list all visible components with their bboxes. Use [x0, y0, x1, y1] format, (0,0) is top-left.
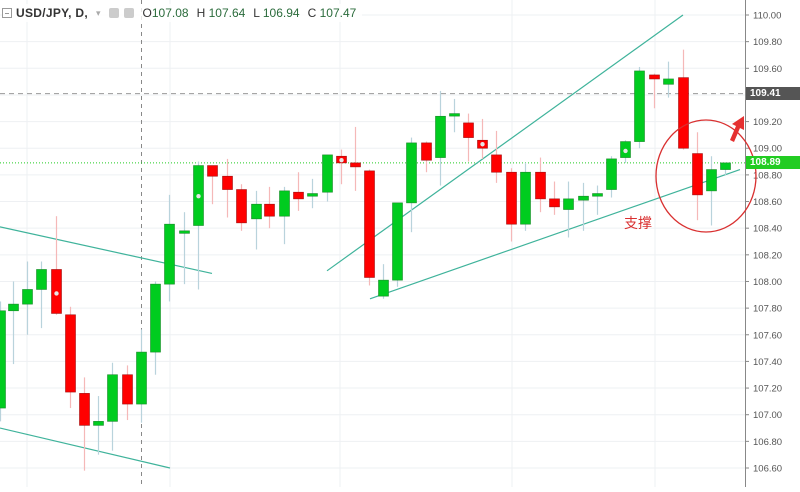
y-axis-tick-label: 109.00 [753, 144, 782, 155]
candle-up[interactable] [378, 279, 389, 297]
up-arrow-icon[interactable] [730, 116, 744, 142]
gear-icon[interactable] [123, 8, 134, 18]
y-axis-tick-label: 106.60 [753, 464, 782, 475]
ohlc-high: H 107.64 [196, 6, 246, 20]
collapse-legend-icon[interactable] [2, 8, 12, 18]
candle-up[interactable] [563, 198, 574, 210]
y-axis-tick-label: 108.00 [753, 277, 782, 288]
candle-down[interactable] [491, 154, 502, 173]
y-axis-tick-label: 108.80 [753, 170, 782, 181]
y-axis-tick-label: 106.80 [753, 437, 782, 448]
candle-down[interactable] [79, 393, 90, 426]
y-axis-tick-label: 107.40 [753, 357, 782, 368]
candle-up[interactable] [251, 203, 262, 220]
support-circle-annotation[interactable] [655, 119, 757, 233]
event-marker-dot [623, 148, 628, 154]
candle-up[interactable] [449, 113, 460, 117]
candle-down[interactable] [463, 122, 474, 138]
candle-down[interactable] [506, 171, 517, 225]
candle-up[interactable] [0, 310, 6, 409]
candle-down[interactable] [122, 374, 133, 405]
support-annotation-text: 支撑 [624, 215, 652, 231]
candle-up[interactable] [720, 162, 731, 170]
candle-up[interactable] [435, 115, 446, 158]
event-marker-dot [196, 194, 201, 199]
candle-up[interactable] [107, 374, 118, 422]
y-axis-tick-label: 107.20 [753, 384, 782, 395]
event-marker-dot [480, 142, 485, 147]
ohlc-open: O107.08 [142, 6, 189, 20]
chart-legend: USD/JPY, D, ▾ O107.08 H 107.64 L 106.94 … [2, 4, 363, 22]
y-axis-tick-label: 107.60 [753, 330, 782, 341]
candle-down[interactable] [350, 162, 361, 168]
dashed-level-price-label: 109.41 [746, 87, 800, 101]
trend-line-upper-channel-1[interactable] [0, 226, 213, 275]
y-axis-tick-label: 110.00 [753, 11, 781, 22]
y-axis-tick-label: 107.80 [753, 304, 782, 315]
candle-down[interactable] [364, 170, 375, 278]
candle-down[interactable] [678, 77, 689, 149]
y-axis-tick-label: 109.20 [753, 117, 782, 128]
candle-up[interactable] [578, 195, 589, 201]
y-axis-tick-label: 107.00 [753, 410, 782, 421]
candle-down[interactable] [421, 142, 432, 161]
candle-down[interactable] [236, 189, 247, 224]
candle-up[interactable] [179, 230, 190, 234]
candle-up[interactable] [663, 78, 674, 85]
y-axis-tick-label: 108.60 [753, 197, 782, 208]
current-price-label: 108.89 [746, 156, 800, 170]
candle-up[interactable] [136, 351, 147, 405]
candle-up[interactable] [93, 421, 104, 426]
candle-up[interactable] [22, 289, 33, 305]
candle-up[interactable] [279, 190, 290, 217]
ohlc-close: C 107.47 [307, 6, 357, 20]
candle-up[interactable] [8, 303, 19, 312]
event-marker-dot [54, 291, 59, 296]
candle-up[interactable] [307, 193, 318, 197]
candle-down[interactable] [65, 314, 76, 393]
candle-down[interactable] [549, 198, 560, 208]
candle-up[interactable] [392, 202, 403, 281]
candle-up[interactable] [520, 171, 531, 225]
candle-up[interactable] [406, 142, 417, 204]
candle-up[interactable] [150, 283, 161, 353]
candle-up[interactable] [592, 193, 603, 197]
y-axis-tick-label: 109.60 [753, 64, 782, 75]
settings-icon[interactable] [108, 8, 119, 18]
candle-down[interactable] [293, 191, 304, 200]
trend-line-upper-channel-2[interactable] [326, 14, 684, 272]
candle-down[interactable] [535, 171, 546, 200]
candle-up[interactable] [164, 223, 175, 285]
y-axis-tick-label: 109.80 [753, 37, 782, 48]
candle-up[interactable] [322, 154, 333, 193]
candle-up[interactable] [706, 169, 717, 192]
event-marker-dot [339, 158, 344, 163]
candle-down[interactable] [222, 175, 233, 190]
candle-down[interactable] [649, 74, 660, 80]
candle-up[interactable] [634, 70, 645, 142]
candle-up[interactable] [606, 158, 617, 190]
y-axis-tick-label: 108.20 [753, 250, 782, 261]
candle-down[interactable] [207, 165, 218, 177]
symbol-label[interactable]: USD/JPY, D, [16, 6, 88, 20]
candle-down[interactable] [692, 153, 703, 196]
y-axis-tick-label: 108.40 [753, 224, 782, 235]
candle-up[interactable] [36, 269, 47, 290]
ohlc-low: L 106.94 [253, 6, 300, 20]
chevron-down-icon[interactable]: ▾ [96, 7, 101, 18]
candle-down[interactable] [264, 203, 275, 217]
trend-line-lower-channel-2[interactable] [369, 168, 741, 300]
